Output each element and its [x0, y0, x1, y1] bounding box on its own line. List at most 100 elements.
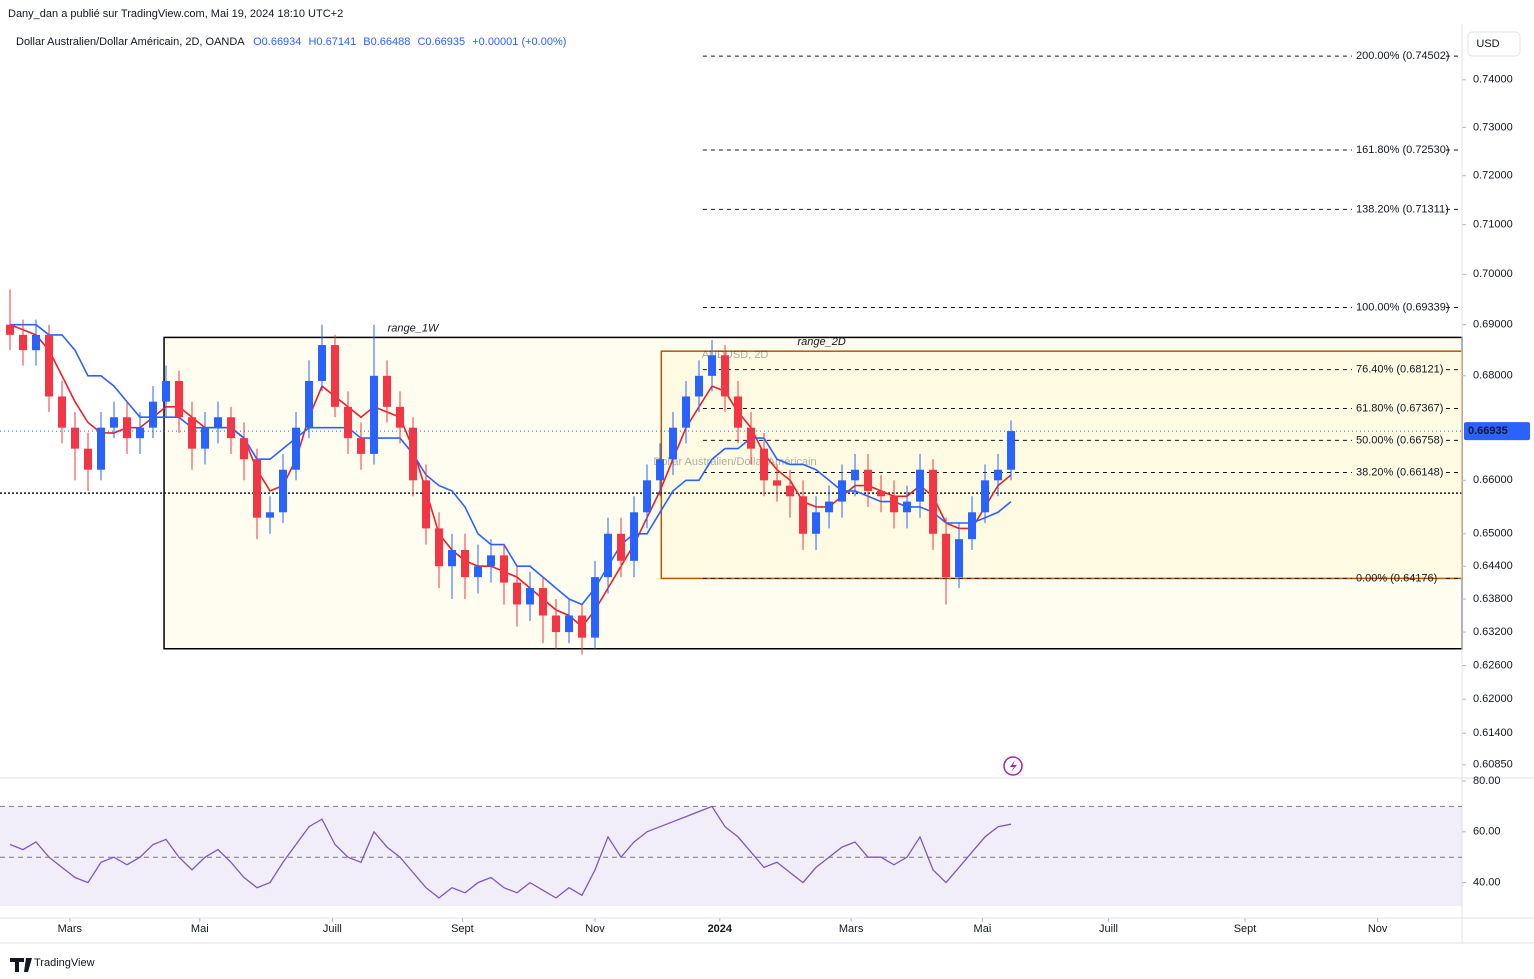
candle-body — [526, 588, 535, 605]
candle-body — [994, 469, 1003, 481]
candle-body — [422, 480, 431, 529]
candle-body — [474, 566, 483, 578]
candle-body — [97, 427, 106, 470]
candle-body — [981, 480, 990, 513]
x-tick-label: Juill — [323, 923, 342, 935]
candle-body — [279, 469, 288, 513]
candle-body — [1007, 431, 1016, 470]
candle-body — [903, 501, 912, 513]
x-tick-label: Mars — [839, 923, 864, 935]
x-tick-label: Sept — [451, 923, 474, 935]
rsi-tick-label: 40.00 — [1473, 877, 1501, 889]
candle-body — [669, 427, 678, 460]
ohlc-open: O0.66934 — [253, 36, 301, 48]
y-tick-label: 0.73000 — [1473, 121, 1513, 133]
ohlc-change: +0.00001 (+0.00%) — [472, 36, 566, 48]
x-tick-label: Nov — [585, 923, 605, 935]
x-tick-label: Mars — [58, 923, 83, 935]
candle-body — [591, 577, 600, 638]
candle-body — [799, 496, 808, 534]
candle-body — [227, 417, 236, 439]
candle-body — [266, 512, 275, 518]
y-tick-label: 0.62600 — [1473, 659, 1513, 671]
rsi-line — [9, 805, 1012, 899]
candle-body — [461, 549, 470, 578]
x-tick-label: 2024 — [708, 923, 733, 935]
y-tick-label: 0.61400 — [1473, 727, 1513, 739]
fib-label: 138.20% (0.71311) — [1356, 203, 1449, 215]
candle-body — [149, 401, 158, 428]
candle-body — [32, 334, 41, 351]
candle-body — [409, 427, 418, 481]
candle-body — [58, 396, 67, 428]
candle-body — [747, 427, 756, 449]
candle-body — [513, 582, 522, 605]
candle-body — [812, 512, 821, 534]
candle-body — [773, 480, 782, 486]
symbol: Dollar Australien/Dollar Américain, 2D, … — [16, 36, 245, 48]
y-tick-label: 0.64400 — [1473, 560, 1513, 572]
watermark: AUDUSD, 2D — [702, 349, 769, 361]
candle-body — [396, 406, 405, 428]
candle-body — [630, 512, 639, 561]
y-tick-label: 0.63800 — [1473, 593, 1513, 605]
candle-body — [318, 345, 327, 381]
rsi-tick-label: 60.00 — [1473, 826, 1501, 838]
y-tick-label: 0.63200 — [1473, 626, 1513, 638]
candle-body — [968, 512, 977, 540]
candle-body — [45, 334, 54, 397]
candle-body — [539, 588, 548, 616]
candle-body — [435, 528, 444, 567]
y-tick-label: 0.68000 — [1473, 370, 1513, 382]
currency[interactable]: USD — [1476, 38, 1499, 50]
y-tick-label: 0.69000 — [1473, 319, 1513, 331]
candle-body — [305, 380, 314, 428]
candle-body — [695, 375, 704, 397]
fib-label: 161.80% (0.72530) — [1356, 144, 1450, 156]
candle-body — [890, 496, 899, 513]
x-tick-label: Mai — [191, 923, 209, 935]
watermark-subtitle: Dollar Australien/Dollar Américain — [653, 456, 816, 468]
y-tick-label: 0.60850 — [1473, 759, 1513, 771]
y-tick-label: 0.72000 — [1473, 170, 1513, 182]
candle-body — [188, 417, 197, 449]
candle-body — [760, 448, 769, 481]
candle-body — [201, 427, 210, 449]
fib-label: 76.40% (0.68121) — [1356, 363, 1443, 375]
fib-label: 38.20% (0.66148) — [1356, 466, 1443, 478]
candle-body — [487, 555, 496, 567]
rsi-tick-label: 80.00 — [1473, 775, 1501, 787]
currency-button[interactable] — [1467, 31, 1521, 57]
candle-body — [331, 345, 340, 407]
x-tick-label: Mai — [974, 923, 992, 935]
candle-body — [240, 438, 249, 460]
y-tick-label: 0.74000 — [1473, 74, 1513, 86]
candle-body — [565, 615, 574, 633]
candle-body — [643, 480, 652, 513]
candle-body — [123, 417, 132, 439]
y-tick-label: 0.62000 — [1473, 693, 1513, 705]
candle-body — [786, 485, 795, 497]
fib-label: 200.00% (0.74502) — [1356, 50, 1450, 62]
candle-body — [838, 480, 847, 502]
candle-body — [682, 396, 691, 428]
candle-body — [955, 539, 964, 578]
candle-body — [253, 459, 262, 518]
candle-body — [5, 324, 14, 335]
ohlc-close: C0.66935 — [417, 36, 465, 48]
candle-body — [344, 406, 353, 439]
fib-label: 100.00% (0.69339) — [1356, 301, 1450, 313]
event-bolt — [1010, 760, 1017, 772]
symbol-line: Dollar Australien/Dollar Américain, 2D, … — [16, 36, 566, 48]
logo — [10, 958, 32, 972]
ohlc-low: B0.66488 — [363, 36, 410, 48]
candle-body — [162, 380, 171, 402]
candle-body — [851, 469, 860, 481]
candle-body — [19, 334, 28, 351]
candle-body — [825, 501, 834, 513]
candle-body — [214, 417, 223, 428]
candle-body — [708, 355, 717, 376]
x-tick-label: Juill — [1099, 923, 1118, 935]
